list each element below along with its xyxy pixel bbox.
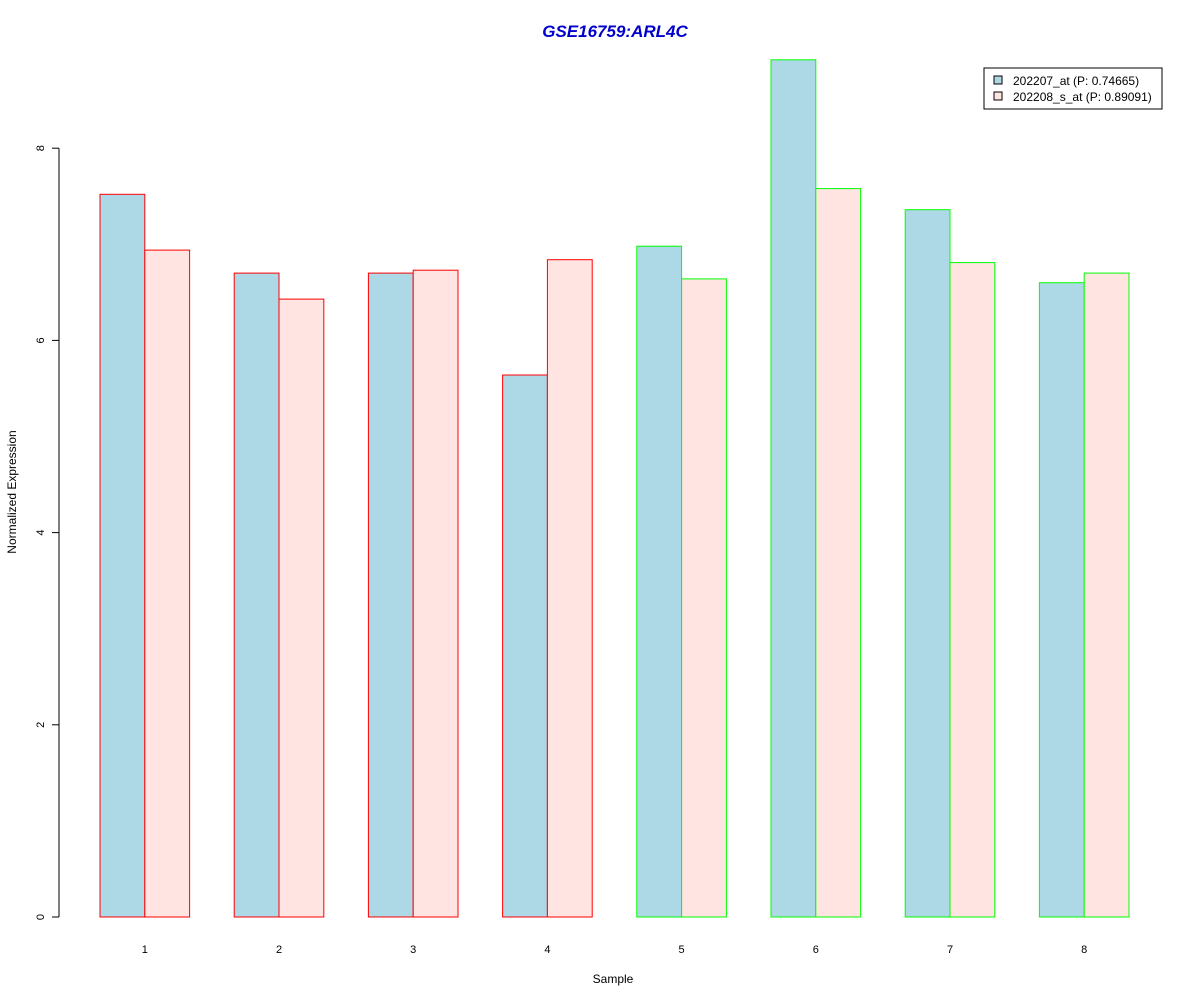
legend-label-series-1: 202207_at (P: 0.74665) [1013, 74, 1139, 88]
bar-sample-4-series-2 [546, 259, 593, 918]
x-tick-label-4: 4 [544, 944, 550, 956]
bar-sample-6-series-1 [770, 59, 817, 918]
x-axis: 1 2 3 4 5 6 7 8 [142, 944, 1088, 956]
bar-sample-1-series-2 [144, 249, 191, 918]
legend-frame [983, 67, 1163, 110]
y-axis: 0 2 4 6 8 [35, 145, 60, 920]
bar-sample-5-series-2 [681, 278, 727, 918]
legend-label-series-2: 202208_s_at (P: 0.89091) [1013, 90, 1152, 104]
bar-sample-1-series-1 [99, 193, 146, 918]
y-tick-label-8: 8 [35, 145, 47, 151]
bar-sample-3-series-2 [412, 269, 459, 918]
y-tick-label-0: 0 [35, 914, 47, 920]
x-tick-label-5: 5 [679, 944, 685, 956]
chart-title: GSE16759:ARL4C [542, 22, 688, 41]
x-tick-label-2: 2 [276, 944, 282, 956]
legend: 202207_at (P: 0.74665) 202208_s_at (P: 0… [983, 67, 1163, 110]
bar-sample-7-series-1 [904, 209, 951, 918]
x-tick-label-3: 3 [410, 944, 416, 956]
bar-sample-2-series-2 [278, 298, 325, 918]
x-axis-label: Sample [593, 972, 634, 986]
bar-sample-4-series-1 [502, 374, 548, 918]
y-tick-label-6: 6 [35, 337, 47, 343]
x-tick-label-7: 7 [947, 944, 953, 956]
legend-swatch-series-2 [993, 91, 1003, 101]
bar-sample-5-series-1 [636, 245, 683, 918]
bar-sample-2-series-1 [233, 272, 280, 918]
bar-sample-8-series-2 [1083, 272, 1130, 918]
y-tick-label-2: 2 [35, 722, 47, 728]
bar-sample-6-series-2 [815, 188, 862, 918]
legend-swatch-series-1 [993, 75, 1003, 85]
bar-sample-8-series-1 [1038, 282, 1085, 918]
x-tick-label-6: 6 [813, 944, 819, 956]
y-axis-label: Normalized Expression [5, 430, 19, 553]
bars-layer [99, 59, 1130, 918]
x-tick-label-1: 1 [142, 944, 148, 956]
y-tick-label-4: 4 [35, 530, 47, 536]
bar-sample-3-series-1 [367, 272, 414, 918]
bar-sample-7-series-2 [949, 262, 996, 918]
x-tick-label-8: 8 [1081, 944, 1087, 956]
